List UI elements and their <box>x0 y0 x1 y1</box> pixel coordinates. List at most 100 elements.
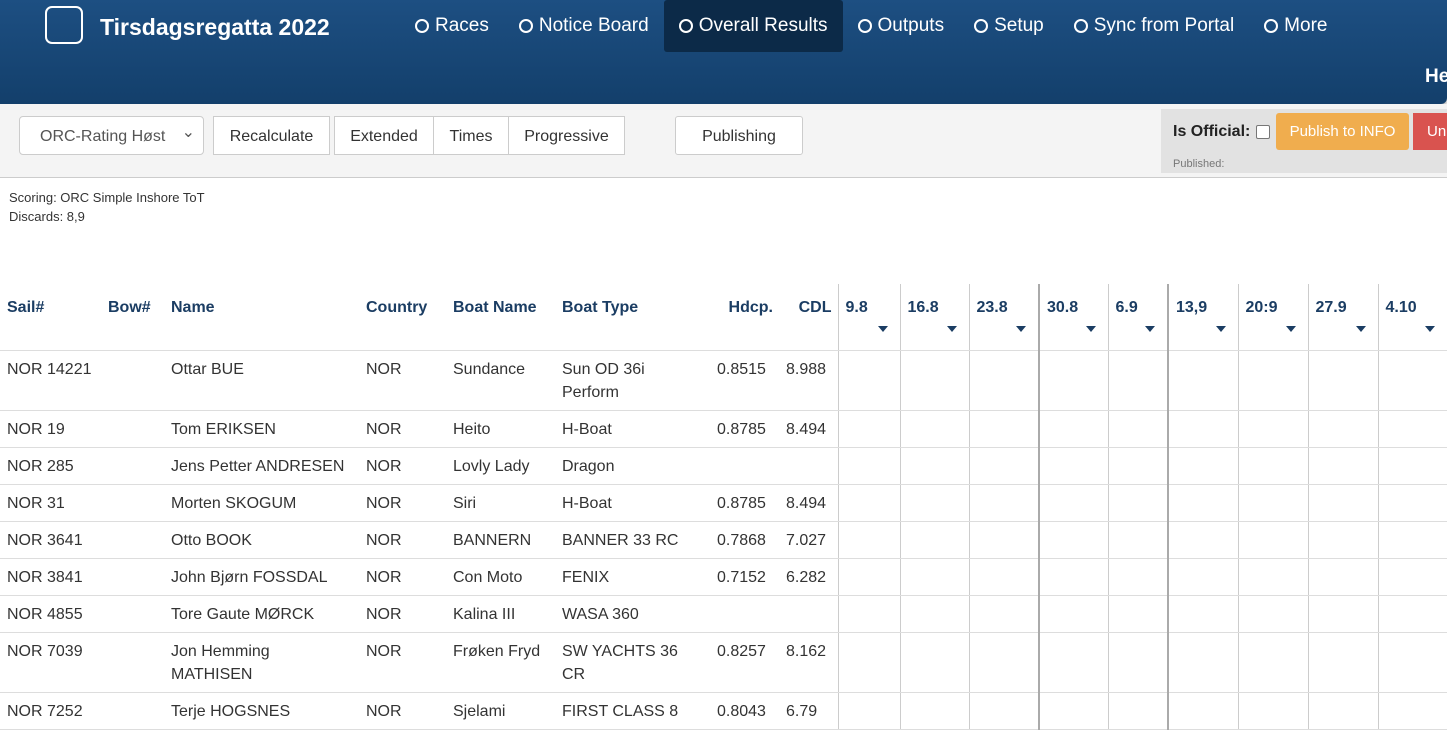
cell: FENIX <box>555 558 710 596</box>
sort-arrow[interactable] <box>877 326 888 337</box>
cell: H-Boat <box>555 484 710 522</box>
race-cell <box>1038 632 1108 693</box>
race-cell <box>1237 447 1308 485</box>
race-cell <box>1107 484 1168 522</box>
cell: 8.494 <box>779 410 838 448</box>
column-header: Boat Name <box>446 284 555 351</box>
cell: WASA 360 <box>555 595 710 633</box>
race-cell <box>1107 521 1168 559</box>
race-cell <box>1307 447 1378 485</box>
sort-arrow[interactable] <box>1215 326 1226 337</box>
race-cell <box>1377 447 1447 485</box>
cell: SW YACHTS 36 CR <box>555 632 710 693</box>
sort-arrow[interactable] <box>1285 326 1296 337</box>
scoring-info: Scoring: ORC Simple Inshore ToT Discards… <box>9 188 205 226</box>
cell: 0.8043 <box>710 692 779 730</box>
cell: NOR <box>359 692 446 730</box>
cell: Tore Gaute MØRCK <box>164 595 359 633</box>
toolbar: ORC-Rating Høst Recalculate Extended Tim… <box>0 104 1447 178</box>
button[interactable]: Times <box>433 116 509 155</box>
race-cell <box>837 521 900 559</box>
race-header[interactable]: 9.8 <box>837 284 900 351</box>
race-header[interactable]: 23.8 <box>968 284 1039 351</box>
subnav-item[interactable]: He <box>1425 66 1447 87</box>
logo[interactable] <box>45 6 83 44</box>
cell: Sun OD 36i Perform <box>555 350 710 411</box>
sort-arrow[interactable] <box>1145 326 1155 337</box>
race-cell <box>899 558 969 596</box>
publish-button[interactable]: Publish to INFO <box>1276 113 1409 150</box>
cell: John Bjørn FOSSDAL <box>164 558 359 596</box>
cell: 6.282 <box>779 558 838 596</box>
race-header[interactable]: 4.10 <box>1377 284 1447 351</box>
race-header[interactable]: 27.9 <box>1307 284 1378 351</box>
publishing-button[interactable]: Publishing <box>675 116 803 155</box>
button[interactable]: Extended <box>334 116 434 155</box>
race-header[interactable]: 6.9 <box>1107 284 1168 351</box>
unpublish-button[interactable]: Un <box>1413 113 1447 150</box>
cell: Sjelami <box>446 692 555 730</box>
cell: NOR <box>359 350 446 411</box>
race-cell <box>968 447 1039 485</box>
cell: Heito <box>446 410 555 448</box>
nav-item[interactable]: Notice Board <box>504 0 664 52</box>
cell: 6.79 <box>779 692 838 730</box>
cell: Sundance <box>446 350 555 411</box>
race-cell <box>1167 410 1238 448</box>
race-cell <box>1377 484 1447 522</box>
sort-arrow[interactable] <box>1425 326 1435 337</box>
official-label: Is Official: <box>1173 123 1251 140</box>
race-header[interactable]: 20:9 <box>1237 284 1308 351</box>
cell: 0.7868 <box>710 521 779 559</box>
cell: NOR 4855 <box>0 595 101 633</box>
cell: NOR <box>359 410 446 448</box>
race-cell <box>837 447 900 485</box>
nav-item[interactable]: Setup <box>959 0 1059 52</box>
official-checkbox[interactable] <box>1256 125 1270 139</box>
rating-select[interactable]: ORC-Rating Høst <box>19 113 204 155</box>
cell: 0.8515 <box>710 350 779 411</box>
race-cell <box>1107 447 1168 485</box>
sort-arrow[interactable] <box>1085 326 1096 337</box>
race-cell <box>1167 447 1238 485</box>
race-cell <box>968 410 1039 448</box>
race-cell <box>1307 595 1378 633</box>
race-cell <box>899 692 969 730</box>
race-cell <box>1107 632 1168 693</box>
cell: 0.8785 <box>710 410 779 448</box>
race-header[interactable]: 16.8 <box>899 284 969 351</box>
race-cell <box>899 595 969 633</box>
column-header: Hdcp. <box>710 284 779 351</box>
app-title[interactable]: Tirsdagsregatta 2022 <box>100 14 330 40</box>
result-row: NOR 3641 Otto BOOK NOR BANNERN BANNER 33 RC 0… <box>0 521 1447 559</box>
nav-item[interactable]: More <box>1249 0 1342 52</box>
race-cell <box>1307 521 1378 559</box>
race-cell <box>968 521 1039 559</box>
race-header[interactable]: 30.8 <box>1038 284 1108 351</box>
race-cell <box>968 484 1039 522</box>
nav-item[interactable]: Sync from Portal <box>1059 0 1249 52</box>
nav-item[interactable]: Overall Results <box>663 0 843 52</box>
cell: NOR 7039 <box>0 632 101 693</box>
race-cell <box>1307 692 1378 730</box>
race-cell <box>899 350 969 411</box>
race-cell <box>1237 595 1308 633</box>
race-cell <box>968 632 1039 693</box>
race-cell <box>1377 692 1447 730</box>
sort-arrow[interactable] <box>1355 326 1366 337</box>
nav-item[interactable]: Races <box>400 0 504 52</box>
button[interactable]: Recalculate <box>213 116 330 155</box>
cell <box>101 595 164 633</box>
button[interactable]: Progressive <box>508 116 625 155</box>
race-header[interactable]: 13,9 <box>1167 284 1238 351</box>
race-cell <box>1377 595 1447 633</box>
race-cell <box>1237 521 1308 559</box>
cell: Lovly Lady <box>446 447 555 485</box>
sort-arrow[interactable] <box>1016 326 1026 337</box>
nav-item[interactable]: Outputs <box>843 0 960 52</box>
cell: Siri <box>446 484 555 522</box>
race-cell <box>1038 447 1108 485</box>
race-cell <box>837 350 900 411</box>
sort-arrow[interactable] <box>946 326 957 337</box>
